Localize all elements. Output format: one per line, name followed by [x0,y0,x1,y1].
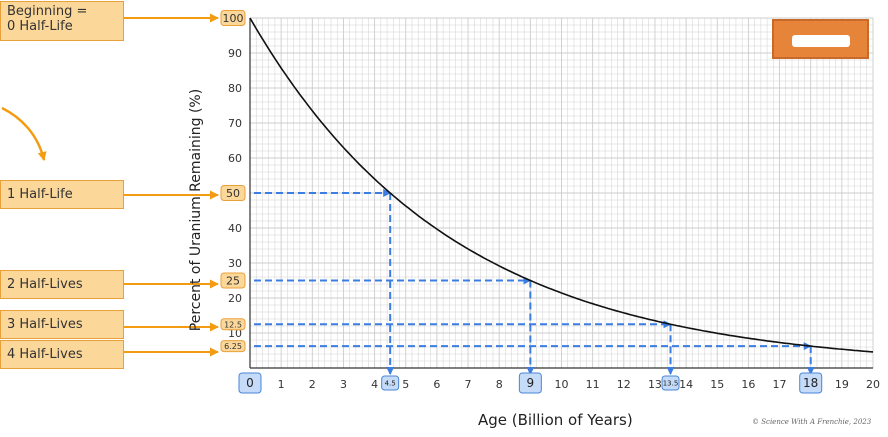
tick-labels: 1234567810111213141516171920102030405060… [228,47,880,391]
data-point [670,323,672,325]
data-point [498,265,500,267]
y-tick-label: 20 [228,292,242,305]
x-value-box [661,375,680,391]
data-point [530,280,532,282]
data-point [436,228,438,230]
y-value-label: 50 [226,187,240,200]
data-point [374,178,376,180]
data-point [654,320,656,322]
x-tick-label: 19 [835,378,849,391]
callout-arrows [1,13,219,357]
x-value-box [238,372,262,394]
x-value-label: 0 [246,376,254,390]
y-value-box [220,10,246,26]
data-point [810,345,812,347]
guide-lines [254,189,815,375]
decay-curve-line [249,17,874,353]
x-tick-label: 8 [496,378,503,391]
callout-beginning: Beginning = 0 Half-Life [0,1,124,41]
y-value-label: 100 [223,12,244,25]
y-tick-label: 30 [228,257,242,270]
x-tick-label: 5 [402,378,409,391]
credit-text: © Science With A Frenchie, 2023 [752,418,872,426]
y-tick-label: 60 [228,152,242,165]
data-point [280,67,282,69]
data-point [249,17,251,19]
data-point [716,333,718,335]
y-tick-label: 40 [228,222,242,235]
y-value-label: 25 [226,275,240,288]
callout-2-half-lives: 2 Half-Lives [0,270,124,299]
y-value-label: 6.25 [224,342,242,351]
data-point [779,342,781,344]
y-axis-title: Percent of Uranium Remaining (%) [188,88,204,332]
x-tick-label: 13 [648,378,662,391]
y-tick-label: 80 [228,82,242,95]
x-tick-label: 10 [555,378,569,391]
data-point [389,192,391,194]
data-point [405,205,407,207]
data-point [623,312,625,314]
y-tick-label: 70 [228,117,242,130]
data-point [592,303,594,305]
data-point [841,348,843,350]
redacted-box [772,19,869,59]
data-point [748,337,750,339]
decay-curve [249,17,874,353]
x-tick-label: 2 [309,378,316,391]
y-tick-label: 90 [228,47,242,60]
x-tick-label: 11 [586,378,600,391]
x-value-box [518,372,542,394]
x-tick-label: 12 [617,378,631,391]
callout-1-half-life: 1 Half-Life [0,180,124,209]
data-point [312,110,314,112]
y-value-label: 12.5 [224,320,242,329]
y-value-box [220,185,246,201]
x-tick-label: 7 [465,378,472,391]
x-tick-label: 6 [433,378,440,391]
data-point [561,292,563,294]
x-tick-label: 3 [340,378,347,391]
x-value-box [381,375,400,391]
x-value-box [799,372,823,394]
axes [249,18,873,369]
x-tick-label: 1 [278,378,285,391]
x-tick-label: 17 [773,378,787,391]
x-value-label: 9 [527,376,535,390]
redacted-mark [792,35,850,47]
y-value-box [220,340,246,353]
callout-3-half-lives: 3 Half-Lives [0,310,124,339]
x-tick-label: 16 [741,378,755,391]
y-value-box [220,318,246,331]
y-value-box [220,272,246,289]
data-point [467,248,469,250]
data-point [685,327,687,329]
data-point [872,351,874,353]
x-tick-label: 4 [371,378,378,391]
x-value-label: 13.5 [663,380,679,388]
x-value-label: 4.5 [385,380,396,388]
x-axis-title: Age (Billion of Years) [478,411,633,429]
x-tick-label: 14 [679,378,693,391]
curved-orange-arrow [1,106,47,161]
x-value-label: 18 [803,376,818,390]
callout-4-half-lives: 4 Half-Lives [0,340,124,369]
x-tick-label: 20 [866,378,880,391]
x-tick-label: 15 [710,378,724,391]
data-point [343,147,345,149]
